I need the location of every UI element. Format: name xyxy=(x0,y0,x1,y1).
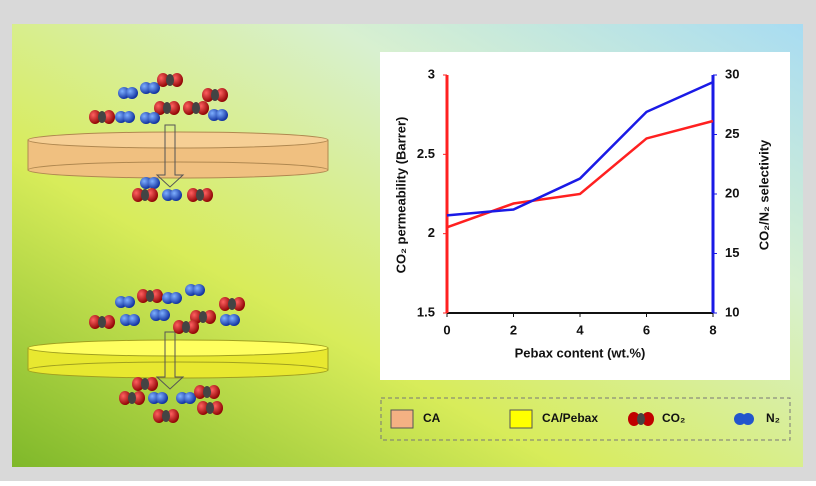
y2-tick-label: 20 xyxy=(725,185,739,200)
legend-label: N₂ xyxy=(766,411,780,425)
plot-panel xyxy=(380,52,790,380)
legend-label: CA xyxy=(423,411,441,425)
x-tick-label: 0 xyxy=(443,322,450,337)
legend-label: CO₂ xyxy=(662,411,685,425)
legend-swatch xyxy=(742,413,754,425)
y-tick-label: 1.5 xyxy=(417,304,435,319)
legend-swatch xyxy=(637,413,645,425)
legend-label: CA/Pebax xyxy=(542,411,598,425)
x-tick-label: 4 xyxy=(576,322,584,337)
y-tick-label: 3 xyxy=(428,66,435,81)
y2-tick-label: 25 xyxy=(725,126,739,141)
y-tick-label: 2.5 xyxy=(417,146,435,161)
y2-tick-label: 10 xyxy=(725,304,739,319)
y-axis-label: CO₂ permeability (Barrer) xyxy=(393,117,408,274)
x-tick-label: 2 xyxy=(510,322,517,337)
y2-tick-label: 15 xyxy=(725,245,739,260)
legend-swatch xyxy=(510,410,532,428)
y2-tick-label: 30 xyxy=(725,66,739,81)
y-tick-label: 2 xyxy=(428,225,435,240)
legend-swatch xyxy=(391,410,413,428)
x-tick-label: 8 xyxy=(709,322,716,337)
x-axis-label: Pebax content (wt.%) xyxy=(515,345,646,360)
y2-axis-label: CO₂/N₂ selectivity xyxy=(756,139,771,250)
x-tick-label: 6 xyxy=(643,322,650,337)
graphical-abstract: Pebax content (wt.%) CO₂ permeability (B… xyxy=(0,0,816,481)
